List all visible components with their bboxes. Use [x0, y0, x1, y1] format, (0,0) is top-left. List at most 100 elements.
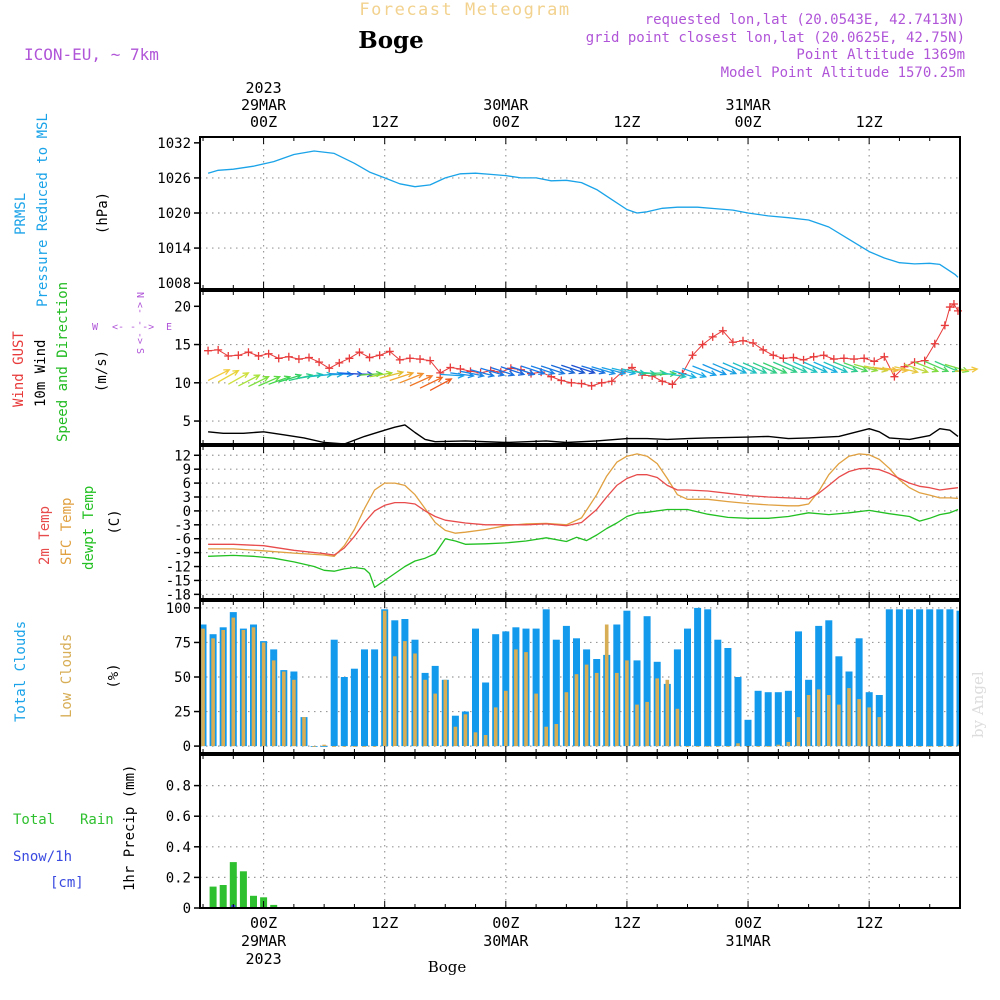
wind-direction-arrow-25: [460, 370, 486, 379]
low-cloud-bar-9: [292, 679, 296, 747]
wind-direction-arrow-21: [419, 376, 444, 389]
low-cloud-bar-29: [493, 707, 498, 747]
precip-panel-labels: Total Rain Snow/1h [cm] 1hr Precip (mm): [13, 765, 138, 891]
low-cloud-bar-74: [948, 746, 952, 747]
bottom-time-label-1-0: 12Z: [371, 914, 398, 932]
low-cloud-bar-18: [382, 610, 387, 747]
precip-frame: [199, 754, 961, 909]
low-cloud-bar-63: [837, 704, 841, 747]
wind-direction-arrow-38: [591, 366, 617, 376]
low-cloud-bar-51: [716, 746, 720, 747]
gust-marker-46: [668, 380, 677, 389]
wind-direction-arrow-70: [914, 361, 940, 373]
legend-rain: Rain: [80, 812, 114, 828]
top-time-label-5-0: 12Z: [856, 113, 883, 131]
total-cloud-bar-74: [946, 609, 954, 747]
gust-marker-15: [355, 348, 364, 357]
clouds-tick-label-3: 25: [174, 705, 191, 721]
low-cloud-bar-11: [312, 746, 316, 747]
total-cloud-bar-68: [885, 609, 893, 747]
pressure-unit: (hPa): [95, 192, 111, 234]
total-cloud-bar-70: [906, 609, 913, 747]
gust-marker-7: [274, 354, 283, 363]
gust-marker-64: [850, 355, 859, 364]
wind-direction-arrow-3: [238, 374, 261, 387]
pressure-line: [207, 150, 959, 278]
pressure-tick-label-2: 1020: [157, 206, 191, 222]
gust-marker-3: [234, 351, 243, 360]
gust-marker-22: [426, 356, 435, 365]
wind-direction-arrow-50: [712, 363, 738, 375]
low-cloud-bar-26: [463, 714, 468, 747]
low-cloud-bar-13: [332, 746, 336, 747]
low-cloud-bar-25: [453, 726, 458, 746]
wind-direction-arrow-12: [329, 371, 354, 378]
low-cloud-bar-73: [938, 746, 942, 747]
total-cloud-bar-33: [532, 628, 540, 747]
compass-west: W: [92, 322, 99, 333]
compass-vertical-arrows: <- - ->: [134, 302, 145, 344]
legend-total: Total: [13, 812, 55, 828]
wind-direction-arrow-67: [884, 366, 909, 374]
bottom-time-label-0-2: 2023: [246, 950, 282, 968]
gust-marker-10: [305, 353, 314, 362]
total-cloud-bar-65: [855, 638, 863, 747]
low-cloud-bar-22: [423, 679, 427, 747]
gust-marker-16: [365, 353, 374, 362]
low-cloud-bar-10: [302, 717, 306, 747]
requested-coordinates: requested lon,lat (20.0543E, 42.7413N): [645, 12, 965, 28]
low-cloud-bar-72: [927, 746, 932, 747]
total-cloud-bar-49: [694, 607, 702, 747]
total-cloud-bar-61: [815, 625, 823, 747]
compass-south: S: [134, 348, 145, 354]
temperature-tick-label-2: 6: [183, 476, 191, 492]
wind-direction-arrow-35: [561, 364, 586, 375]
precip-tick-label-1: 0.6: [166, 809, 191, 825]
low-cloud-bar-4: [241, 630, 246, 747]
rain-bar-4: [250, 895, 257, 908]
clouds-label-low: Low Clouds: [59, 634, 75, 718]
gust-marker-45: [658, 377, 667, 386]
temperature-tick-label-1: 9: [183, 462, 191, 478]
low-cloud-bar-1: [211, 638, 215, 747]
gust-marker-21: [416, 355, 425, 364]
wind-tick-label-2: 10: [174, 376, 191, 392]
pressure-panel: 1032 1026 1020 1014 1008: [157, 136, 961, 292]
total-cloud-bar-69: [895, 609, 903, 747]
top-time-label-4-1: 00Z: [735, 113, 762, 131]
gust-marker-37: [577, 379, 586, 388]
low-cloud-bar-28: [483, 735, 488, 747]
low-cloud-bar-37: [574, 674, 579, 747]
gust-marker-42: [627, 363, 636, 372]
low-cloud-bar-17: [372, 746, 377, 747]
gust-marker-62: [829, 355, 838, 364]
total-cloud-bar-47: [673, 649, 681, 747]
gust-marker-56: [769, 351, 778, 360]
bottom-time-label-3-0: 12Z: [613, 914, 640, 932]
low-cloud-bar-65: [857, 699, 861, 747]
clouds-label-total: Total Clouds: [13, 621, 29, 722]
gust-marker-19: [395, 355, 404, 364]
wind-direction-arrow-59: [803, 361, 829, 374]
gust-marker-12: [325, 364, 334, 373]
gust-marker-60: [809, 352, 818, 361]
total-cloud-bar-59: [795, 631, 802, 747]
gust-marker-74: [945, 303, 954, 312]
low-cloud-bar-62: [827, 695, 831, 747]
total-cloud-bar-54: [744, 719, 752, 747]
low-cloud-bar-47: [675, 708, 680, 747]
low-cloud-bar-70: [907, 746, 912, 747]
wind-direction-arrow-20: [409, 375, 434, 387]
total-cloud-bar-71: [916, 609, 924, 747]
pressure-tick-label-4: 1008: [157, 276, 191, 292]
low-cloud-bar-30: [504, 690, 508, 747]
wind-unit: (m/s): [94, 350, 110, 392]
wind-frame: [199, 290, 961, 445]
total-cloud-bar-36: [562, 625, 570, 747]
wind-direction-arrow-69: [904, 363, 930, 374]
gust-marker-52: [728, 338, 737, 347]
gust-marker-11: [315, 358, 324, 367]
top-time-label-0-0: 2023: [246, 79, 282, 97]
total-cloud-bar-16: [361, 649, 368, 747]
